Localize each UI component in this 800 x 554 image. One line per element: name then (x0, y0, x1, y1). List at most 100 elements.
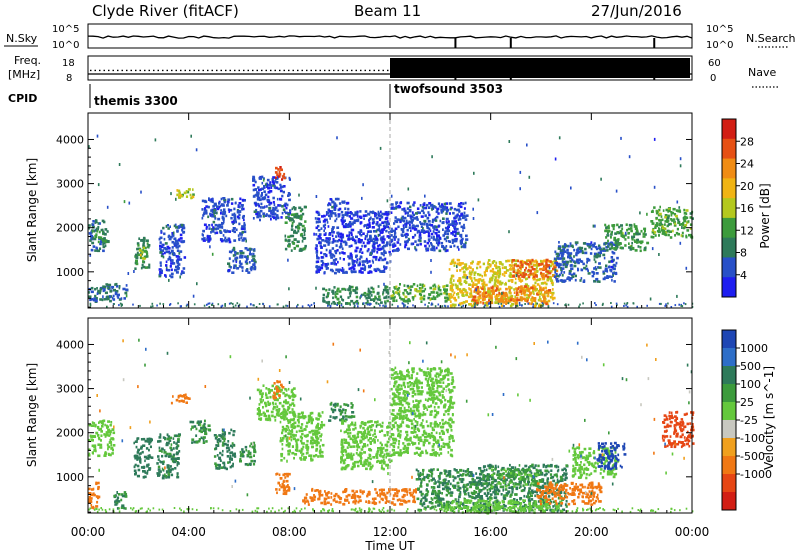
heatmap-cell (447, 297, 450, 301)
heatmap-cell (434, 206, 437, 209)
heatmap-cell (575, 242, 578, 246)
heatmap-cell (216, 444, 220, 447)
heatmap-cell (428, 239, 431, 243)
heatmap-cell (348, 267, 351, 271)
freq-panel-frame (87, 55, 693, 81)
heatmap-cell (222, 234, 225, 237)
heatmap-cell (211, 302, 214, 305)
heatmap-cell (284, 247, 288, 251)
heatmap-cell (583, 279, 586, 282)
heatmap-cell (578, 305, 580, 308)
heatmap-cell (434, 217, 437, 220)
heatmap-cell (88, 454, 91, 457)
heatmap-cell (526, 259, 528, 263)
heatmap-cell (136, 242, 140, 245)
heatmap-cell (282, 305, 285, 308)
heatmap-cell (291, 234, 295, 238)
heatmap-cell (289, 430, 293, 433)
heatmap-cell (402, 303, 405, 306)
heatmap-cell (243, 237, 247, 241)
heatmap-cell (133, 441, 135, 445)
heatmap-cell (519, 304, 521, 306)
heatmap-cell (526, 262, 529, 266)
heatmap-cell (368, 260, 371, 263)
heatmap-cell (341, 267, 344, 270)
heatmap-cell (168, 257, 172, 260)
heatmap-cell (569, 254, 572, 258)
heatmap-cell (199, 420, 202, 423)
heatmap-cell (384, 302, 387, 305)
heatmap-cell (396, 249, 399, 252)
heatmap-cell (430, 259, 432, 262)
heatmap-cell (113, 288, 116, 292)
heatmap-cell (161, 243, 164, 247)
heatmap-cell (602, 302, 604, 305)
heatmap-cell (681, 234, 684, 238)
heatmap-cell (403, 284, 406, 287)
heatmap-cell (658, 302, 661, 305)
heatmap-cell (454, 220, 457, 223)
heatmap-cell (252, 183, 256, 187)
heatmap-cell (185, 190, 188, 193)
heatmap-cell (315, 449, 318, 452)
heatmap-cell (531, 267, 534, 271)
heatmap-cell (211, 223, 213, 227)
heatmap-cell (559, 263, 562, 266)
heatmap-cell (445, 212, 448, 215)
heatmap-cell (201, 216, 204, 220)
heatmap-cell (160, 460, 163, 464)
heatmap-cell (388, 231, 391, 234)
heatmap-cell (318, 268, 322, 271)
heatmap-cell (409, 205, 412, 209)
heatmap-cell (238, 303, 241, 306)
heatmap-cell (235, 228, 238, 232)
heatmap-cell (350, 237, 354, 240)
heatmap-cell (285, 216, 288, 219)
heatmap-cell (91, 444, 94, 448)
heatmap-cell (484, 291, 488, 295)
heatmap-cell (324, 218, 328, 222)
heatmap-cell (442, 234, 445, 237)
heatmap-cell (651, 235, 655, 239)
heatmap-cell (264, 183, 267, 186)
heatmap-cell (142, 466, 145, 469)
heatmap-cell (503, 271, 506, 274)
heatmap-cell (118, 286, 121, 290)
heatmap-cell (624, 244, 627, 247)
heatmap-cell (291, 402, 295, 405)
heatmap-cell (299, 456, 302, 460)
heatmap-cell (256, 388, 260, 392)
heatmap-cell (465, 234, 468, 238)
heatmap-cell (497, 297, 501, 301)
heatmap-cell (508, 289, 511, 292)
heatmap-cell (557, 263, 560, 267)
heatmap-cell (232, 246, 236, 250)
heatmap-cell (211, 252, 214, 256)
heatmap-cell (493, 279, 497, 282)
heatmap-cell (419, 242, 422, 246)
heatmap-cell (484, 304, 486, 307)
heatmap-cell (633, 225, 637, 228)
heatmap-cell (333, 416, 337, 420)
heatmap-cell (301, 454, 303, 457)
heatmap-cell (649, 297, 652, 301)
heatmap-cell (328, 237, 331, 240)
heatmap-cell (604, 269, 608, 272)
heatmap-cell (414, 225, 416, 228)
heatmap-cell (517, 298, 521, 302)
heatmap-cell (420, 225, 423, 228)
heatmap-cell (342, 287, 346, 291)
heatmap-cell (291, 393, 295, 397)
heatmap-cell (91, 506, 95, 509)
heatmap-cell (356, 302, 358, 305)
heatmap-cell (347, 296, 350, 299)
heatmap-cell (292, 418, 296, 421)
heatmap-cell (448, 223, 452, 226)
heatmap-cell (509, 295, 512, 298)
heatmap-cell (164, 242, 168, 245)
heatmap-cell (384, 258, 386, 261)
heatmap-cell (398, 293, 401, 297)
heatmap-cell (339, 295, 343, 299)
heatmap-cell (364, 265, 367, 268)
heatmap-cell (668, 222, 672, 226)
